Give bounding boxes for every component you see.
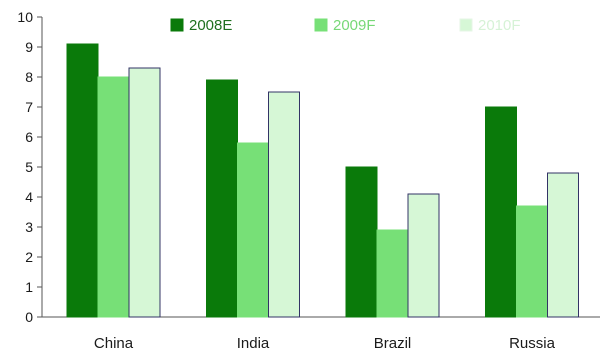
y-tick-label: 2 bbox=[25, 249, 33, 265]
y-tick-label: 5 bbox=[25, 159, 33, 175]
bar-2009F-Brazil bbox=[376, 229, 409, 318]
bar-2008E-China bbox=[66, 43, 99, 318]
category-label: China bbox=[94, 335, 134, 352]
y-tick-label: 0 bbox=[25, 309, 33, 325]
bar-2008E-India bbox=[206, 79, 238, 318]
legend-swatch-2009F bbox=[314, 18, 328, 32]
bar-2009F-China bbox=[97, 76, 130, 318]
category-label: Russia bbox=[509, 335, 556, 352]
y-tick-label: 1 bbox=[25, 279, 33, 295]
y-tick-label: 10 bbox=[17, 9, 33, 25]
chart-legend: 2008E 2009F 2010F bbox=[170, 17, 521, 34]
bar-2010F-China bbox=[128, 67, 161, 318]
y-tick-label: 4 bbox=[25, 189, 33, 205]
bar-2010F-Russia bbox=[547, 172, 579, 318]
bar-series bbox=[66, 43, 579, 318]
legend-swatch-2010F bbox=[459, 18, 473, 32]
bar-2010F-India bbox=[268, 91, 300, 318]
y-tick-label: 3 bbox=[25, 219, 33, 235]
bar-2010F-Brazil bbox=[407, 193, 440, 318]
legend-label-2009F: 2009F bbox=[333, 17, 376, 34]
bar-2009F-India bbox=[237, 142, 269, 318]
category-label: Brazil bbox=[374, 335, 412, 352]
legend-swatch-2008E bbox=[170, 18, 184, 32]
y-tick-label: 6 bbox=[25, 129, 33, 145]
y-tick-label: 8 bbox=[25, 69, 33, 85]
y-tick-label: 9 bbox=[25, 39, 33, 55]
category-labels: China India Brazil Russia bbox=[94, 335, 556, 352]
y-tick-label: 7 bbox=[25, 99, 33, 115]
legend-label-2008E: 2008E bbox=[189, 17, 232, 34]
bar-2009F-Russia bbox=[516, 205, 548, 318]
category-label: India bbox=[237, 335, 270, 352]
bar-2008E-Brazil bbox=[345, 166, 378, 318]
legend-label-2010F: 2010F bbox=[478, 17, 521, 34]
y-tick-labels: 0 1 2 3 4 5 6 7 8 9 10 bbox=[17, 9, 33, 325]
bar-2008E-Russia bbox=[485, 106, 517, 318]
